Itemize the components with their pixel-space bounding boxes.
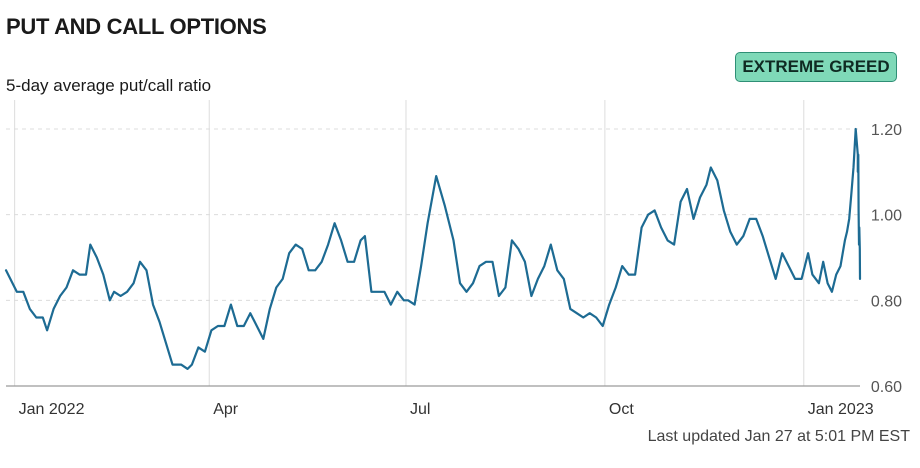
y-tick-label: 0.80 [871,293,902,310]
y-tick-label: 1.00 [871,208,902,225]
sentiment-badge: EXTREME GREED [735,52,897,82]
last-updated-text: Last updated Jan 27 at 5:01 PM EST [647,428,910,445]
y-tick-label: 1.20 [871,122,902,139]
x-tick-label: Apr [213,401,239,418]
x-tick-label: Jul [410,401,430,418]
series-line [4,127,862,370]
x-tick-label: Jan 2023 [808,401,874,418]
y-tick-label: 0.60 [871,379,902,396]
x-tick-label: Oct [609,401,634,418]
chart-title: PUT AND CALL OPTIONS [6,14,267,39]
x-tick-label: Jan 2022 [19,401,85,418]
chart-subtitle: 5-day average put/call ratio [6,76,212,95]
